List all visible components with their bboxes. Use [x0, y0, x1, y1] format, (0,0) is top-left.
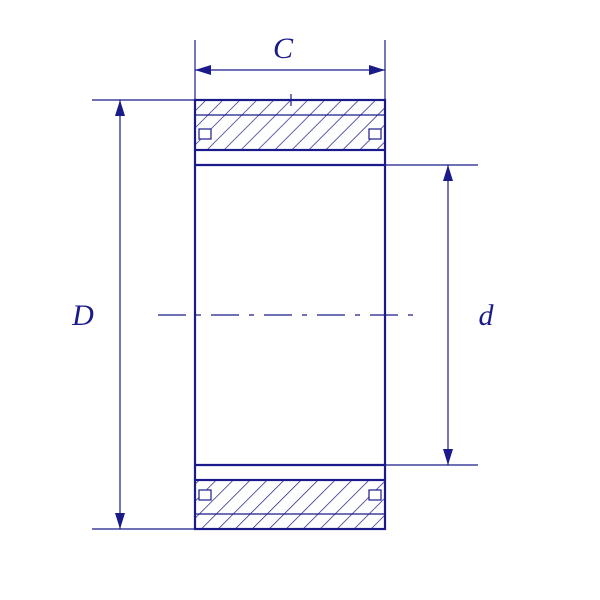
- arrowhead: [115, 513, 125, 529]
- arrowhead: [443, 449, 453, 465]
- dimension-label-d: d: [479, 299, 495, 332]
- arrowhead: [195, 65, 211, 75]
- dimension-label-D: D: [71, 299, 94, 332]
- retainer-slot: [199, 129, 211, 139]
- arrowhead: [369, 65, 385, 75]
- retainer-slot: [369, 490, 381, 500]
- arrowhead: [115, 100, 125, 116]
- outer-ring-top: [195, 100, 385, 150]
- arrowhead: [443, 165, 453, 181]
- outer-ring-bottom: [195, 480, 385, 529]
- retainer-slot: [369, 129, 381, 139]
- dimension-label-C: C: [273, 32, 294, 65]
- retainer-slot: [199, 490, 211, 500]
- bearing-cross-section-drawing: C Dd: [0, 0, 600, 600]
